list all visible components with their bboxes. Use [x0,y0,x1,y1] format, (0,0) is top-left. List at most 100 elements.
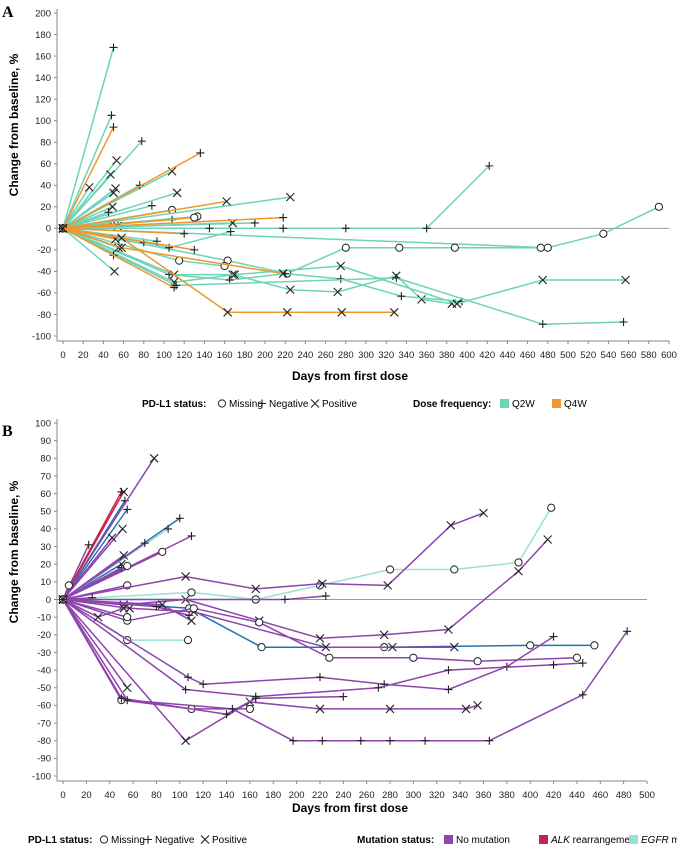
panel-b-data-point [321,642,331,652]
panel-b-data-point [158,547,167,556]
panel-b-y-tick-label: -100 [32,771,51,782]
panel-a-data-point [336,261,346,271]
panel-b-data-point [59,595,67,604]
panel-a-y-tick-label: 40 [40,181,51,192]
panel-a-legend-marker-missing [217,399,227,408]
panel-a-y-tick-label: 60 [40,159,51,170]
panel-b-data-point [123,505,132,514]
panel-b-chart: B -100-90-80-70-60-50-40-30-20-100102030… [2,418,677,846]
panel-b-data-point [222,710,231,719]
panel-a-data-point [543,243,552,252]
panel-b-data-point [93,612,103,622]
panel-b-x-tick-label: 380 [499,790,515,801]
panel-a-series-q4w [58,223,288,278]
panel-a-data-point [109,123,118,132]
panel-a-data-point [137,137,146,146]
panel-b-y-tick-label: -30 [37,648,51,659]
panel-b-series-egfr [58,503,556,604]
panel-b-label: B [2,423,13,440]
panel-a-data-point [395,243,404,252]
panel-a-data-point [170,283,179,292]
panel-b-series-line [62,598,128,618]
panel-a-data-point [58,223,68,233]
panel-a-x-tick-label: 80 [139,350,150,361]
panel-b-data-point [117,694,126,703]
panel-b-data-point [123,613,132,622]
panel-a-data-point [536,243,545,252]
panel-b-data-point [446,520,456,530]
panel-b-y-tick-label: -50 [37,683,51,694]
panel-b-data-point [421,736,430,745]
panel-b-legend-marker-missing [99,835,109,844]
panel-b-y-tick-label: 20 [40,560,51,571]
panel-b-x-tick-label: 400 [522,790,538,801]
panel-b-data-point [189,604,198,613]
panel-b-x-tick-label: 140 [219,790,235,801]
panel-b-series-line [62,599,128,689]
panel-a-y-tick-label: -100 [32,331,51,342]
panel-a-series-line [62,192,178,230]
panel-a-data-point [452,299,462,309]
panel-b-data-point [140,539,149,548]
panel-b-data-point [315,704,325,714]
panel-b-legend-marker-positive [200,835,210,844]
panel-b-y-tick-label: -60 [37,701,51,712]
panel-b-y-tick-label: -20 [37,630,51,641]
panel-b-series-line [62,457,155,600]
panel-a-x-tick-label: 400 [459,350,475,361]
panel-b-data-point [449,642,459,652]
panel-a-x-tick-label: 200 [257,350,273,361]
panel-b-data-point [549,660,558,669]
panel-b-y-tick-label: 50 [40,507,51,518]
panel-a-series-q4w [58,223,399,317]
panel-b-data-point [547,503,556,512]
panel-b-data-point [187,616,196,626]
panel-a-x-tick-label: 480 [540,350,556,361]
panel-b-x-tick-label: 480 [616,790,632,801]
panel-b-data-point [107,533,117,543]
panel-a-series-q2w [58,223,630,309]
panel-a-x-tick-label: 560 [621,350,637,361]
panel-a-data-point [538,275,548,285]
panel-b-legend-status-label: Positive [212,835,247,846]
panel-b-y-tick-label: 60 [40,489,51,500]
panel-b-series-line [62,598,577,663]
panel-b-legend-marker-negative [144,835,152,844]
panel-b-legend-group-label: ALK rearrangement [550,835,638,846]
panel-a-x-tick-label: 280 [338,350,354,361]
panel-a-data-point [107,111,116,120]
panel-a-data-point [226,227,235,236]
panel-b-data-point [514,558,523,567]
panel-b-data-point [572,653,582,662]
panel-a-series-line [62,196,291,230]
panel-a-data-point [167,166,177,176]
panel-a-y-tick-label: 100 [35,116,51,127]
panel-b-data-point [315,633,325,643]
panel-a-legend-swatch-q2w [500,399,509,408]
panel-b-data-point [255,618,264,627]
panel-a-series-line [62,174,112,229]
panel-b-legend-group-italic: ALK [550,835,571,846]
panel-b-data-point [251,584,261,594]
panel-b-data-point [325,653,334,662]
panel-b-series-line [62,598,455,648]
panel-b-data-point [289,736,298,745]
panel-b-data-point [228,704,237,713]
panel-b-x-tick-label: 160 [242,790,258,801]
panel-b-data-point [175,514,184,523]
panel-a-series-line [62,227,175,289]
panel-b-series-no_mutation [58,508,488,604]
panel-b-legend-group-title: Mutation status: [357,835,434,846]
panel-b-x-tick-label: 280 [382,790,398,801]
panel-a-series-line [62,192,114,229]
panel-b-data-point [526,641,535,650]
panel-a-data-point [147,201,156,210]
panel-a-x-tick-label: 360 [419,350,435,361]
panel-a-x-tick-label: 520 [580,350,596,361]
panel-b-legend-swatch-alk [539,835,548,844]
panel-b-x-tick-label: 40 [104,790,115,801]
panel-b-legend-group-label: No mutation [456,835,510,846]
panel-a-y-tick-label: 120 [35,94,51,105]
panel-a-legend-group-label: Q2W [512,399,535,410]
panel-a-data-point [621,275,630,285]
